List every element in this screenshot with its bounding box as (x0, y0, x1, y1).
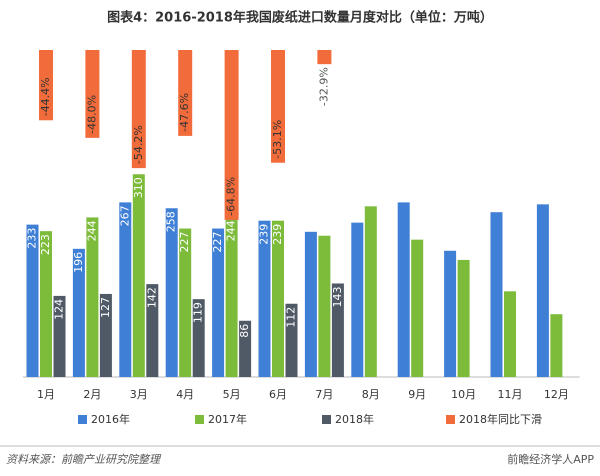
data-label: 239 (258, 224, 271, 245)
x-tick-label: 11月 (498, 388, 523, 401)
bar (26, 224, 39, 377)
data-label: 244 (85, 220, 98, 241)
bar (411, 239, 424, 377)
x-tick-label: 4月 (176, 388, 194, 401)
data-label: 119 (192, 302, 205, 323)
bar (146, 284, 159, 377)
bar (272, 220, 284, 377)
bar (397, 202, 410, 377)
bar (364, 206, 377, 377)
data-label: -54.2% (132, 125, 145, 164)
bar (271, 50, 285, 163)
legend-label: 2018年 (335, 412, 374, 426)
data-label: -44.4% (39, 77, 52, 116)
data-label: 127 (99, 297, 112, 318)
x-tick-label: 10月 (451, 388, 476, 401)
bar (192, 299, 205, 377)
bar (317, 50, 332, 65)
bar (212, 228, 225, 377)
bar (39, 50, 53, 121)
bar (99, 293, 112, 377)
data-label: -32.9% (317, 67, 330, 106)
data-label: 267 (118, 205, 131, 226)
data-label: 227 (178, 232, 191, 253)
data-label: 227 (211, 232, 224, 253)
data-label: 258 (165, 211, 178, 232)
bar (318, 235, 331, 377)
data-label: 310 (132, 177, 145, 198)
bar (331, 283, 344, 377)
bar (40, 231, 52, 377)
brand: 前瞻经济学人APP (507, 452, 594, 466)
bar (239, 320, 252, 377)
bar (304, 231, 317, 377)
data-label: -53.1% (271, 120, 284, 159)
bar (224, 50, 239, 220)
bar (165, 208, 178, 377)
bar (131, 50, 146, 169)
x-tick-label: 5月 (223, 388, 241, 401)
x-tick-label: 1月 (37, 388, 55, 401)
legend-swatch (322, 415, 331, 424)
x-tick-label: 9月 (408, 388, 426, 401)
x-tick-label: 2月 (83, 388, 101, 401)
bar (490, 212, 503, 377)
legend-label: 2017年 (208, 412, 247, 426)
bar (86, 217, 99, 377)
bar (179, 228, 192, 377)
chart-title: 图表4：2016-2018年我国废纸进口数量月度对比（单位：万吨） (107, 10, 493, 26)
x-tick-label: 6月 (269, 388, 287, 401)
bar (504, 291, 516, 377)
legend-swatch (78, 415, 87, 424)
data-label: 86 (238, 324, 251, 338)
bar (119, 202, 132, 377)
data-label: 239 (271, 224, 284, 245)
bar (457, 259, 470, 377)
bar (53, 295, 66, 377)
x-tick-label: 7月 (315, 388, 333, 401)
data-label: 196 (72, 252, 85, 273)
bar (444, 250, 457, 377)
x-tick-label: 3月 (130, 388, 148, 401)
bar (72, 248, 85, 377)
bar (85, 50, 100, 138)
legend-label: 2016年 (91, 412, 130, 426)
bar (258, 220, 271, 377)
bar (285, 303, 298, 377)
data-label: 233 (26, 228, 39, 249)
data-label: 223 (39, 234, 52, 255)
bar (132, 174, 145, 377)
source: 资料来源：前瞻产业研究院整理 (6, 453, 162, 466)
legend-label: 2018年同比下滑 (459, 412, 542, 426)
x-tick-label: 12月 (544, 388, 569, 401)
data-label: 124 (53, 299, 66, 320)
bar (351, 222, 364, 377)
data-label: 142 (145, 287, 158, 308)
bar (178, 50, 193, 136)
legend-swatch (446, 415, 455, 424)
data-label: -47.6% (178, 93, 191, 132)
legend-swatch (195, 415, 204, 424)
data-label: 143 (331, 286, 344, 307)
data-label: -64.8% (225, 177, 238, 216)
x-tick-label: 8月 (362, 388, 380, 401)
bar (536, 204, 549, 377)
data-label: 112 (285, 307, 298, 328)
data-label: -48.0% (85, 95, 98, 134)
data-label: 244 (225, 220, 238, 241)
bar (550, 314, 563, 377)
bar (225, 217, 238, 377)
